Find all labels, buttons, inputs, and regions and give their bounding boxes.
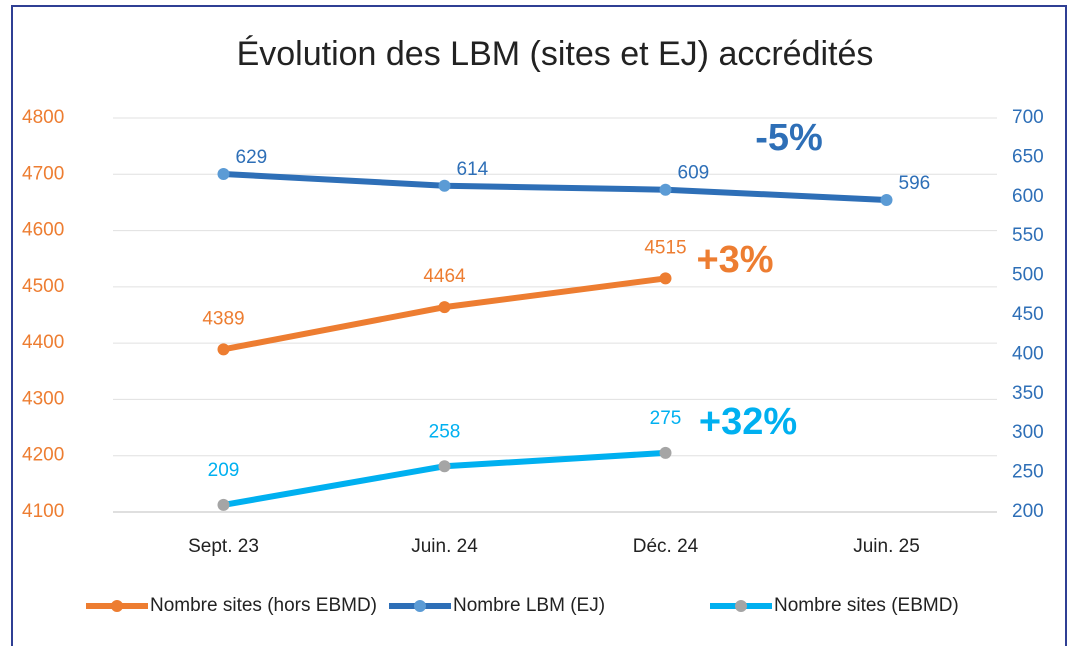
- y2-tick-label: 350: [1012, 383, 1044, 404]
- data-label: 629: [236, 147, 268, 168]
- data-label: 258: [429, 421, 461, 442]
- annotation: +3%: [696, 239, 773, 281]
- marker: [659, 183, 672, 196]
- data-label: 275: [650, 408, 682, 429]
- data-label: 4515: [644, 237, 686, 258]
- series-line: [220, 170, 890, 203]
- x-tick-label: Sept. 23: [188, 536, 259, 557]
- y2-tick-label: 200: [1012, 501, 1044, 522]
- marker: [217, 498, 230, 511]
- annotation: -5%: [755, 117, 823, 159]
- y2-tick-label: 550: [1012, 225, 1044, 246]
- legend-label: Nombre sites (hors EBMD): [150, 595, 377, 616]
- y-tick-label: 4200: [22, 445, 64, 466]
- series-line: [220, 275, 669, 353]
- marker: [438, 179, 451, 192]
- x-tick-label: Juin. 24: [411, 536, 478, 557]
- data-label: 4389: [202, 308, 244, 329]
- x-tick-label: Juin. 25: [853, 536, 920, 557]
- y2-tick-label: 500: [1012, 265, 1044, 286]
- y2-tick-label: 700: [1012, 107, 1044, 128]
- legend-marker: [735, 600, 747, 612]
- legend-label: Nombre sites (EBMD): [774, 595, 959, 616]
- data-label: 4464: [423, 266, 466, 287]
- x-tick-label: Déc. 24: [633, 536, 699, 557]
- data-label: 596: [899, 173, 931, 194]
- marker: [438, 460, 451, 473]
- y2-tick-label: 250: [1012, 462, 1044, 483]
- legend-label: Nombre LBM (EJ): [453, 595, 605, 616]
- y-tick-label: 4700: [22, 163, 64, 184]
- marker: [659, 272, 672, 285]
- y2-tick-label: 600: [1012, 186, 1044, 207]
- data-label: 614: [457, 159, 489, 180]
- chart-title: Évolution des LBM (sites et EJ) accrédit…: [237, 35, 874, 73]
- marker: [438, 301, 451, 314]
- data-label: 209: [208, 460, 240, 481]
- y2-tick-label: 400: [1012, 343, 1044, 364]
- y2-tick-label: 650: [1012, 146, 1044, 167]
- marker: [659, 446, 672, 459]
- y-tick-label: 4400: [22, 332, 64, 353]
- y-tick-label: 4300: [22, 388, 64, 409]
- marker: [217, 167, 230, 180]
- y-tick-label: 4100: [22, 501, 64, 522]
- annotation: +32%: [699, 401, 797, 443]
- legend-marker: [414, 600, 426, 612]
- marker: [217, 343, 230, 356]
- data-label: 609: [678, 163, 710, 184]
- legend-marker: [111, 600, 123, 612]
- y2-tick-label: 300: [1012, 422, 1044, 443]
- y2-tick-label: 450: [1012, 304, 1044, 325]
- marker: [880, 193, 893, 206]
- y-tick-label: 4600: [22, 220, 64, 241]
- y-tick-label: 4800: [22, 107, 64, 128]
- y-tick-label: 4500: [22, 276, 64, 297]
- frame: [11, 5, 1067, 646]
